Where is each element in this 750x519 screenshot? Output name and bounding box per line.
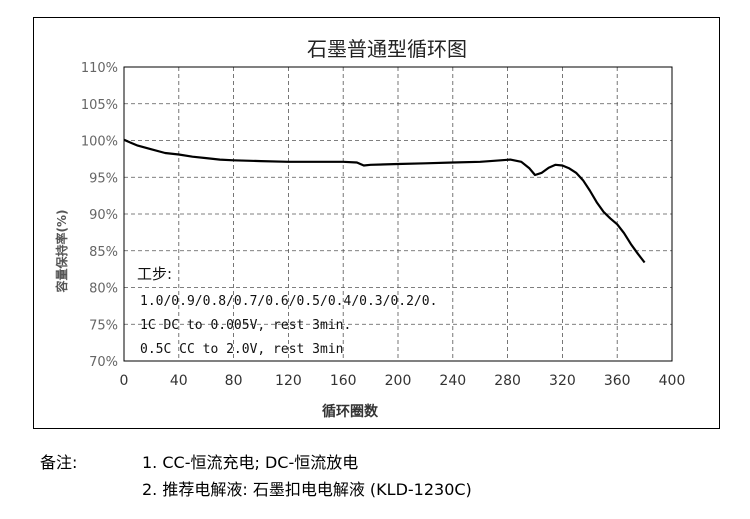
x-tick-label: 0 [120,373,129,389]
x-tick-label: 80 [225,373,243,389]
annotation-title: 工步: [137,265,172,283]
series-line [123,138,646,264]
x-tick-label: 40 [170,373,188,389]
x-axis-label: 循环圈数 [322,403,379,420]
y-tick-label: 70% [89,355,118,370]
x-tick-label: 200 [385,373,412,389]
y-tick-label: 110% [81,61,118,76]
y-tick-label: 75% [89,318,118,333]
y-tick-label: 95% [89,171,118,186]
y-tick-label: 80% [89,282,118,297]
x-tick-label: 360 [604,373,631,389]
x-tick-label: 400 [659,373,686,389]
chart-frame: 石墨普通型循环图 0 40 80 120 160 200 240 280 320 360 400 70… [33,17,720,429]
notes-label: 备注: [40,453,78,472]
note-line-2: 2. 推荐电解液: 石墨扣电电解液 (KLD-1230C) [142,480,472,499]
cycle-chart: 石墨普通型循环图 0 40 80 120 160 200 240 280 320 360 400 70… [54,37,686,420]
plot-area-border [123,66,673,362]
chart-title: 石墨普通型循环图 [307,37,467,61]
note-line-1: 1. CC-恒流充电; DC-恒流放电 [142,453,359,472]
y-tick-label: 85% [89,245,118,260]
annotation-line: 1C DC to 0.005V, rest 3min. [140,318,351,333]
annotation-line: 1.0/0.9/0.8/0.7/0.6/0.5/0.4/0.3/0.2/0. [140,294,437,309]
x-tick-label: 280 [494,373,521,389]
annotation-line: 0.5C CC to 2.0V, rest 3min [140,342,344,357]
y-tick-label: 100% [81,135,118,150]
y-tick-label: 105% [81,98,118,113]
x-tick-label: 160 [330,373,357,389]
x-tick-label: 320 [549,373,576,389]
y-tick-label: 90% [89,208,118,223]
x-tick-label: 240 [439,373,466,389]
y-axis-label: 容量保持率(%) [54,210,69,294]
x-tick-label: 120 [275,373,302,389]
